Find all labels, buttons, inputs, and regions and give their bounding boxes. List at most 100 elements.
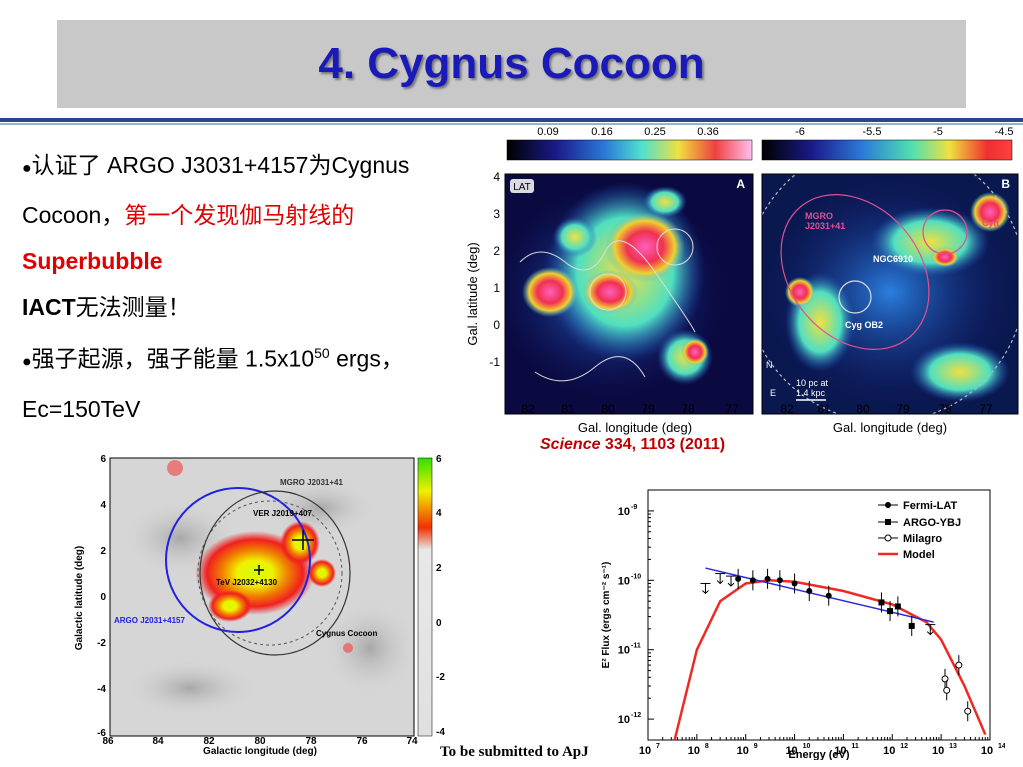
fermi-a-xtick: 80 [601,402,615,416]
y-tick-label: 10 [618,714,630,726]
argo-xtick: 76 [356,736,368,747]
fermi-b-xtick: 82 [780,402,794,416]
legend-argo-marker [885,519,891,525]
label-mgro-id: J2031+41 [805,221,845,231]
slide-title: 4. Cygnus Cocoon [318,39,705,88]
colorbar-b [761,139,1013,161]
lat-badge-bg [510,179,534,193]
label-argo-j2031: ARGO J2031+4157 [114,616,185,625]
upper-limit-arrow [926,624,934,636]
argo-significance-map: MGRO J2031+41 VER J2019+407 TeV J2032+41… [74,454,445,757]
label-north: N [766,360,773,370]
fermi-b-xtick: 79 [896,402,910,416]
x-tick-label: 10 [737,745,749,757]
cbar-a-tick: 0.36 [697,126,718,138]
bullet-2: ●强子起源，强子能量 1.5x1050 ergs，Ec=150TeV [22,330,442,432]
title-bar: 4. Cygnus Cocoon [57,20,966,108]
argo-ytick: 2 [100,546,106,557]
bullet-1-superbubble: Superbubble [22,248,163,274]
label-cygnus-cocoon: Cygnus Cocoon [316,629,377,638]
cbar-a-tick: 0.16 [591,126,612,138]
fermi-b-xtick: 81 [817,402,831,416]
header-rule [0,118,1023,122]
argo-xtick: 84 [152,736,164,747]
bullet-2-text-end: ergs，Ec=150TeV [22,345,404,422]
bullet-2-exponent: 50 [314,345,330,361]
fermi-point [825,592,832,599]
fermi-point [791,580,798,587]
argo-xtick: 82 [203,736,215,747]
y-tick-exponent: -11 [631,643,641,650]
fermi-point [735,575,742,582]
upper-limit-arrow [716,573,724,585]
bullet-2-text: 强子起源，强子能量 1.5x10 [31,345,315,372]
fermi-b-xtick: 77 [979,402,993,416]
argo-point [894,603,901,610]
argo-ylabel: Galactic latitude (deg) [74,546,85,650]
x-tick-exponent: 7 [656,743,660,750]
upper-limit-arrow [702,583,709,595]
cbar-b-tick: -5 [933,126,943,138]
model-curve [673,579,987,741]
fermi-ytick: 3 [493,207,500,221]
argo-point [908,622,915,629]
sed-xlabel: Energy (eV) [788,749,849,760]
x-tick-exponent: 11 [851,743,859,750]
argo-cbar-tick: -2 [436,672,445,683]
fermi-a-xtick: 79 [641,402,655,416]
x-tick-label: 10 [981,745,993,757]
x-tick-label: 10 [883,745,895,757]
x-tick-exponent: 12 [900,743,908,750]
bullet-dot: ● [22,353,32,371]
panel-a-frame [504,173,754,415]
sed-legend: Fermi-LAT ARGO-YBJ Milagro Model [878,500,961,561]
citation: Science 334, 1103 (2011) [540,436,725,454]
argo-ytick: 0 [100,592,106,603]
argo-ytick: -4 [97,684,106,695]
argo-cbar-tick: 6 [436,454,442,465]
bullet-1-red-text: 第一个发现伽马射线的 [124,202,355,228]
argo-cbar-tick: 4 [436,508,442,519]
fermi-a-xtick: 78 [681,402,695,416]
label-scale-2: 1.4 kpc [796,388,826,398]
lat-badge: LAT [513,182,531,193]
y-tick-exponent: -9 [631,504,637,511]
panel-a-label: A [736,177,745,191]
panel-b-label: B [1001,177,1010,191]
fermi-ytick: 4 [493,170,500,184]
footnote: To be submitted to ApJ [440,744,589,760]
x-tick-label: 10 [932,745,944,757]
power-law-line [705,567,934,623]
argo-colorbar [417,457,433,737]
bullet-list: ●认证了 ARGO J3031+4157为Cygnus Cocoon，第一个发现… [22,142,442,432]
x-tick-label: 10 [785,745,797,757]
x-tick-exponent: 9 [754,743,758,750]
legend-argo: ARGO-YBJ [903,517,961,529]
legend-fermi: Fermi-LAT [903,500,957,512]
legend-fermi-marker [885,502,891,508]
fermi-a-xlabel: Gal. longitude (deg) [578,420,692,435]
argo-map-frame [109,457,415,737]
argo-xtick: 74 [406,736,418,747]
legend-milagro: Milagro [903,533,942,545]
fermi-ytick: -1 [489,355,500,369]
sed-ylabel: E² Flux (ergs cm⁻² s⁻¹) [601,562,612,669]
x-tick-label: 10 [639,745,651,757]
y-tick-label: 10 [618,645,630,657]
fermi-ytick: 2 [493,244,500,258]
bullet-1-line2: 无法测量！ [75,294,191,320]
header-rule-light [0,123,1023,125]
cbar-a-tick: 0.25 [644,126,665,138]
fermi-point [764,575,771,582]
y-tick-exponent: -10 [631,573,641,580]
cbar-a-tick: 0.09 [537,126,558,138]
y-tick-label: 10 [618,506,630,518]
argo-xtick: 86 [102,736,114,747]
argo-point [887,608,894,615]
fermi-a-xtick: 82 [521,402,535,416]
fermi-ylabel: Gal. latitude (deg) [465,242,480,345]
sed-plot-frame [647,489,991,741]
fermi-a-xtick: 81 [561,402,575,416]
fermi-b-xtick: 78 [938,402,952,416]
fermi-ytick: 0 [493,318,500,332]
